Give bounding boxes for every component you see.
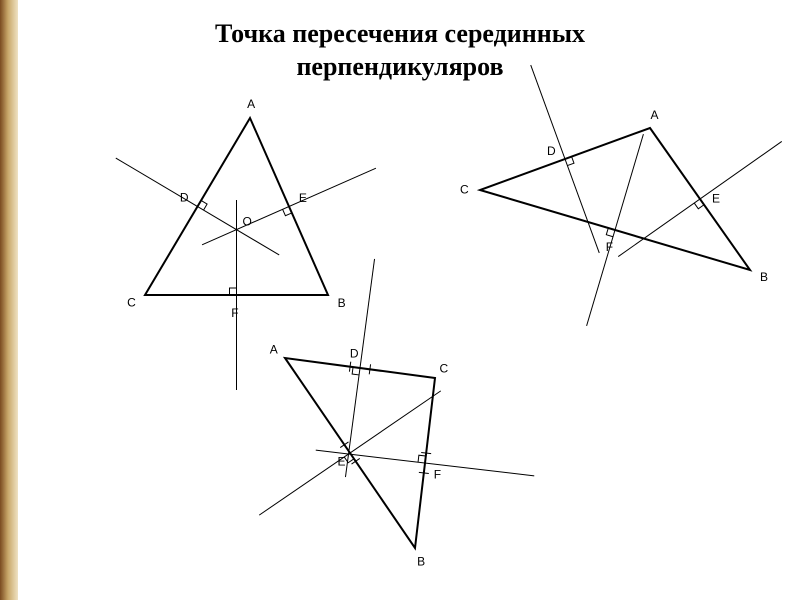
point-label-A: A (247, 97, 255, 111)
left-border-decoration (0, 0, 18, 600)
point-label-D: D (547, 144, 556, 158)
point-label-E: E (299, 191, 307, 205)
title-line-1: Точка пересечения серединных (215, 19, 585, 48)
diagram-area: A B C D E F O A B C D E F A B C D E F (30, 100, 780, 580)
point-label-A: A (270, 343, 278, 357)
point-label-E: E (338, 454, 346, 468)
page-title: Точка пересечения серединных перпендикул… (0, 18, 800, 83)
point-label-F: F (231, 306, 238, 320)
diagram-acute: A B C D E F O (90, 100, 410, 340)
diagram-obtuse: A B C D E F (450, 110, 770, 330)
point-label-C: C (127, 295, 136, 309)
point-label-C: C (460, 182, 469, 196)
point-label-D: D (350, 347, 359, 361)
point-label-D: D (180, 191, 189, 205)
point-label-F: F (606, 240, 613, 254)
point-label-B: B (417, 554, 425, 568)
point-label-C: C (439, 362, 448, 376)
point-label-A: A (651, 108, 659, 122)
point-label-B: B (338, 296, 346, 310)
point-label-F: F (434, 468, 441, 482)
point-label-E: E (712, 192, 720, 206)
title-line-2: перпендикуляров (296, 52, 503, 81)
diagram-right: A B C D E F (230, 330, 530, 580)
point-label-O: O (243, 215, 252, 229)
point-label-B: B (760, 270, 768, 284)
